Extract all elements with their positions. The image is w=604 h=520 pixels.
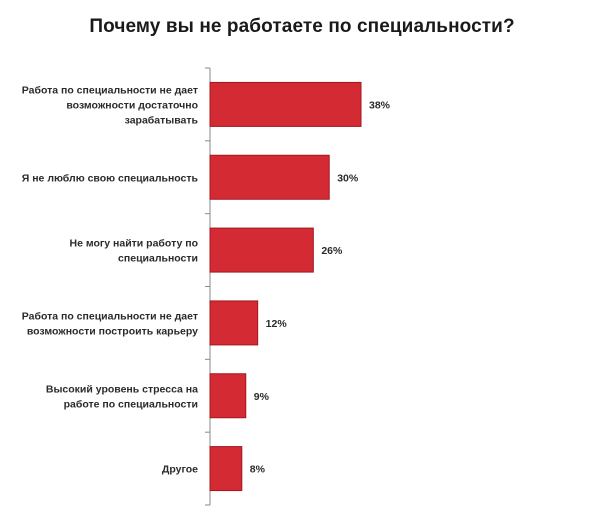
category-label: Не могу найти работу по специальности xyxy=(70,238,198,265)
category-label: Другое xyxy=(162,464,198,476)
bar xyxy=(209,227,314,273)
data-label: 30% xyxy=(337,172,359,184)
category-label: Работа по специальности не дает возможнос… xyxy=(22,310,198,337)
data-label: 9% xyxy=(254,391,270,403)
category-label-line: зарабатывать xyxy=(125,114,199,126)
category-label-line: Высокий уровень стресса на xyxy=(46,383,198,395)
bar xyxy=(209,300,259,346)
category-label-line: Работа по специальности не дает xyxy=(22,84,198,96)
category-label-line: Работа по специальности не дает xyxy=(22,310,198,322)
data-label: 26% xyxy=(321,245,343,257)
category-label-line: специальности xyxy=(118,253,198,265)
data-label: 8% xyxy=(250,464,266,476)
category-label-line: работе по специальности xyxy=(64,398,198,410)
category-label: Я не люблю свою специальность xyxy=(22,172,199,184)
category-label-line: возможности построить карьеру xyxy=(27,325,198,337)
category-label: Высокий уровень стресса на работе по спец… xyxy=(46,383,198,410)
bar xyxy=(209,81,362,127)
chart-title: Почему вы не работаете по специальности? xyxy=(89,16,515,37)
bar xyxy=(209,373,247,419)
category-label-line: возможности достаточно xyxy=(66,99,198,111)
bar xyxy=(209,446,243,492)
category-label: Работа по специальности не дает возможнос… xyxy=(22,84,199,126)
category-label-line: Не могу найти работу по xyxy=(70,238,198,250)
data-label: 12% xyxy=(266,318,288,330)
bar xyxy=(209,154,330,200)
category-label-line: Я не люблю свою специальность xyxy=(22,172,199,184)
category-label-line: Другое xyxy=(162,464,198,476)
data-label: 38% xyxy=(369,99,391,111)
